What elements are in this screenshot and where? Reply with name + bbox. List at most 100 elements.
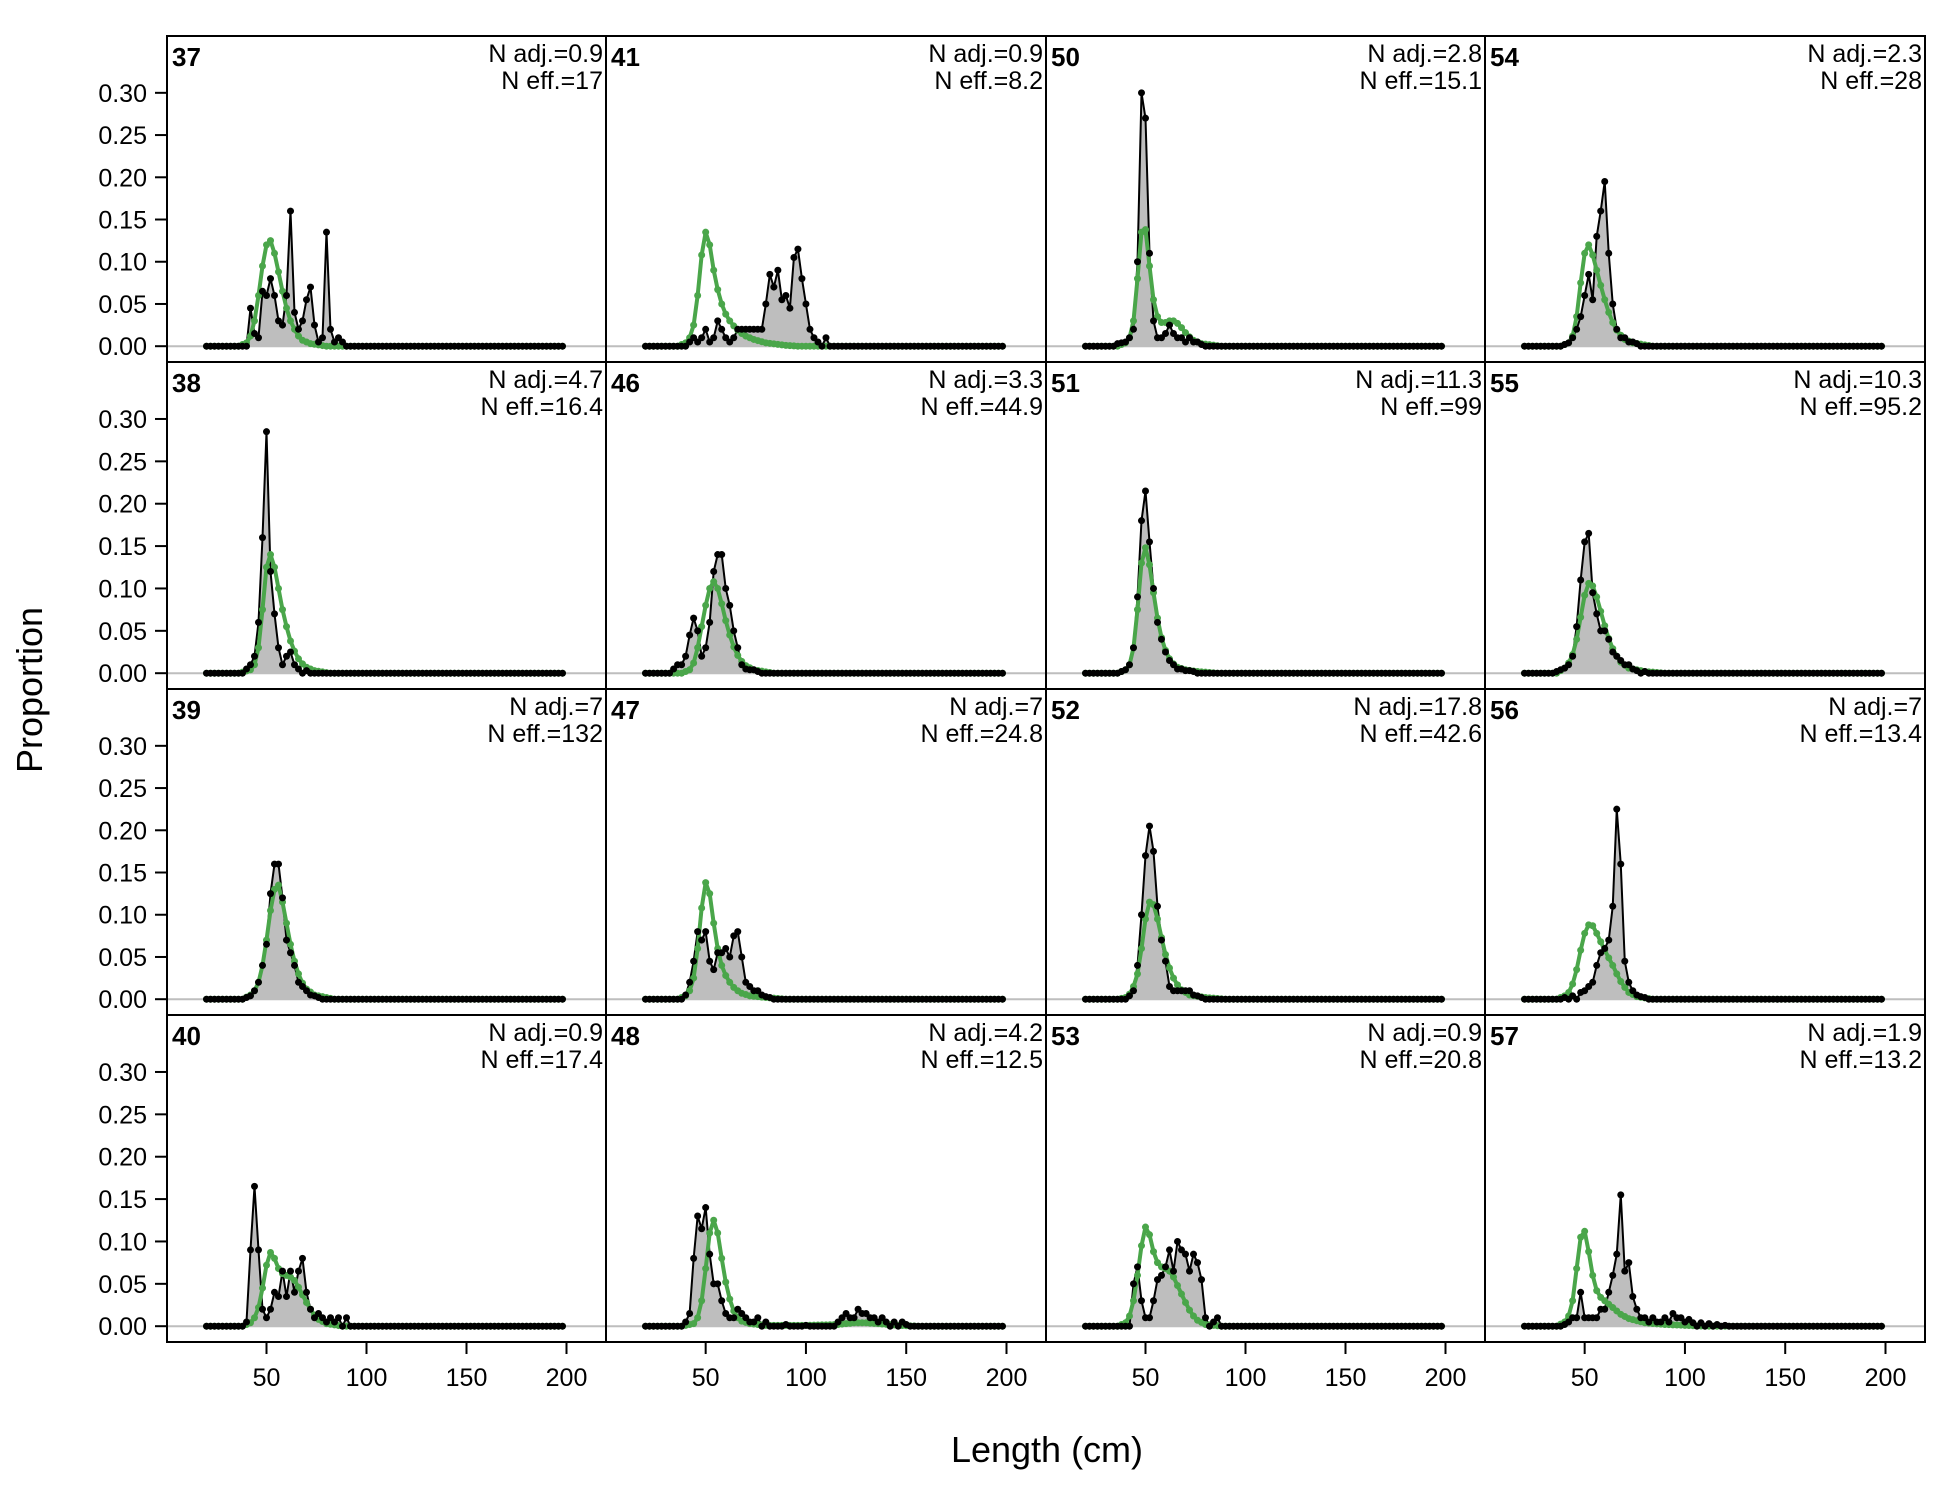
observed-point: [722, 584, 730, 592]
observed-point: [1593, 1314, 1601, 1322]
observed-point: [255, 334, 262, 342]
y-tick-label: 0.10: [98, 1228, 147, 1256]
n-adj-label: N adj.=7: [1828, 693, 1922, 721]
y-tick-label: 0.00: [98, 986, 147, 1014]
n-adj-label: N adj.=4.7: [488, 366, 603, 394]
n-adj-label: N adj.=0.9: [488, 40, 603, 68]
observed-point: [1186, 1267, 1193, 1275]
observed-point: [247, 661, 254, 669]
expected-point: [1605, 954, 1613, 962]
x-tick-label: 100: [346, 1364, 388, 1392]
expected-point: [690, 1320, 698, 1328]
x-tick-label: 50: [1571, 1364, 1599, 1392]
observed-point: [1146, 822, 1153, 830]
observed-point: [1158, 1271, 1165, 1279]
x-tick-label: 150: [1764, 1364, 1806, 1392]
expected-point: [690, 321, 698, 329]
n-adj-label: N adj.=2.3: [1807, 40, 1922, 68]
observed-point: [730, 1314, 738, 1322]
expected-point: [698, 251, 706, 259]
observed-point: [1122, 666, 1129, 674]
observed-point: [730, 627, 738, 635]
observed-point: [1170, 1267, 1177, 1275]
observed-point: [1593, 232, 1601, 240]
observed-point: [702, 928, 710, 936]
observed-point: [263, 428, 270, 436]
observed-point: [710, 334, 718, 342]
n-adj-label: N adj.=3.3: [928, 366, 1043, 394]
expected-point: [1597, 281, 1605, 289]
observed-point: [1438, 342, 1445, 350]
panel-label: 48: [611, 1021, 640, 1051]
observed-point: [283, 936, 290, 944]
expected-point: [1146, 561, 1153, 569]
y-tick-label: 0.30: [98, 1059, 147, 1087]
observed-point: [1190, 1250, 1197, 1258]
x-tick-label: 150: [1325, 1364, 1367, 1392]
expected-point: [710, 919, 718, 927]
observed-point: [1126, 334, 1133, 342]
expected-point: [706, 890, 714, 898]
panel-label: 55: [1490, 368, 1519, 398]
expected-point: [710, 266, 718, 274]
expected-point: [1577, 279, 1585, 287]
observed-point: [706, 618, 714, 626]
observed-point: [251, 652, 258, 660]
observed-point: [339, 1322, 346, 1330]
plot-frame: [166, 35, 1926, 1343]
expected-point: [1134, 606, 1141, 614]
observed-point: [1158, 936, 1165, 944]
observed-point: [690, 614, 698, 622]
expected-point: [275, 268, 282, 276]
n-adj-label: N adj.=0.9: [1367, 1019, 1482, 1047]
y-tick-label: 0.25: [98, 122, 147, 150]
observed-point: [1613, 325, 1621, 333]
observed-point: [770, 283, 778, 291]
n-adj-label: N adj.=17.8: [1353, 693, 1482, 721]
observed-point: [1438, 1322, 1445, 1330]
expected-point: [267, 1248, 274, 1256]
observed-point: [295, 1267, 302, 1275]
observed-point: [822, 334, 830, 342]
expected-point: [1162, 950, 1169, 958]
observed-point: [259, 534, 266, 542]
observed-point: [1138, 911, 1145, 919]
observed-point: [243, 342, 250, 350]
observed-point: [1605, 1288, 1613, 1296]
panel-48: 48 N adj.=4.2N eff.=12.5: [606, 1019, 1046, 1330]
observed-point: [702, 644, 710, 652]
observed-point: [1138, 89, 1145, 97]
observed-point: [706, 1250, 714, 1258]
expected-point: [1593, 266, 1601, 274]
expected-point: [1593, 1287, 1601, 1295]
expected-point: [714, 286, 722, 294]
y-tick-label: 0.20: [98, 1144, 147, 1172]
observed-point: [714, 317, 722, 325]
y-axis-row-4: 0.00 0.05 0.10 0.15 0.20 0.25 0.30: [98, 1059, 167, 1341]
y-tick-label: 0.30: [98, 80, 147, 108]
observed-point: [1158, 635, 1165, 643]
x-axis-col-2: 50 100 150 200: [692, 1342, 1027, 1392]
expected-point: [698, 904, 706, 912]
observed-point: [1146, 249, 1153, 257]
expected-point: [1621, 983, 1629, 991]
panel-52: 52 N adj.=17.8N eff.=42.6: [1046, 693, 1485, 1003]
expected-point: [267, 551, 274, 559]
y-tick-label: 0.10: [98, 575, 147, 603]
observed-point: [267, 890, 274, 898]
observed-area: [1524, 1194, 1882, 1327]
y-tick-label: 0.20: [98, 164, 147, 192]
panel-50: 50 N adj.=2.8N eff.=15.1: [1046, 40, 1485, 350]
x-axis-col-4: 50 100 150 200: [1571, 1342, 1906, 1392]
n-eff-label: N eff.=16.4: [480, 393, 603, 421]
n-eff-label: N eff.=95.2: [1799, 393, 1922, 421]
observed-point: [1877, 342, 1885, 350]
observed-point: [247, 304, 254, 312]
expected-point: [726, 1295, 734, 1303]
observed-point: [690, 957, 698, 965]
observed-point: [998, 669, 1006, 677]
observed-point: [734, 644, 742, 652]
x-tick-label: 50: [1132, 1364, 1160, 1392]
n-adj-label: N adj.=2.8: [1367, 40, 1482, 68]
